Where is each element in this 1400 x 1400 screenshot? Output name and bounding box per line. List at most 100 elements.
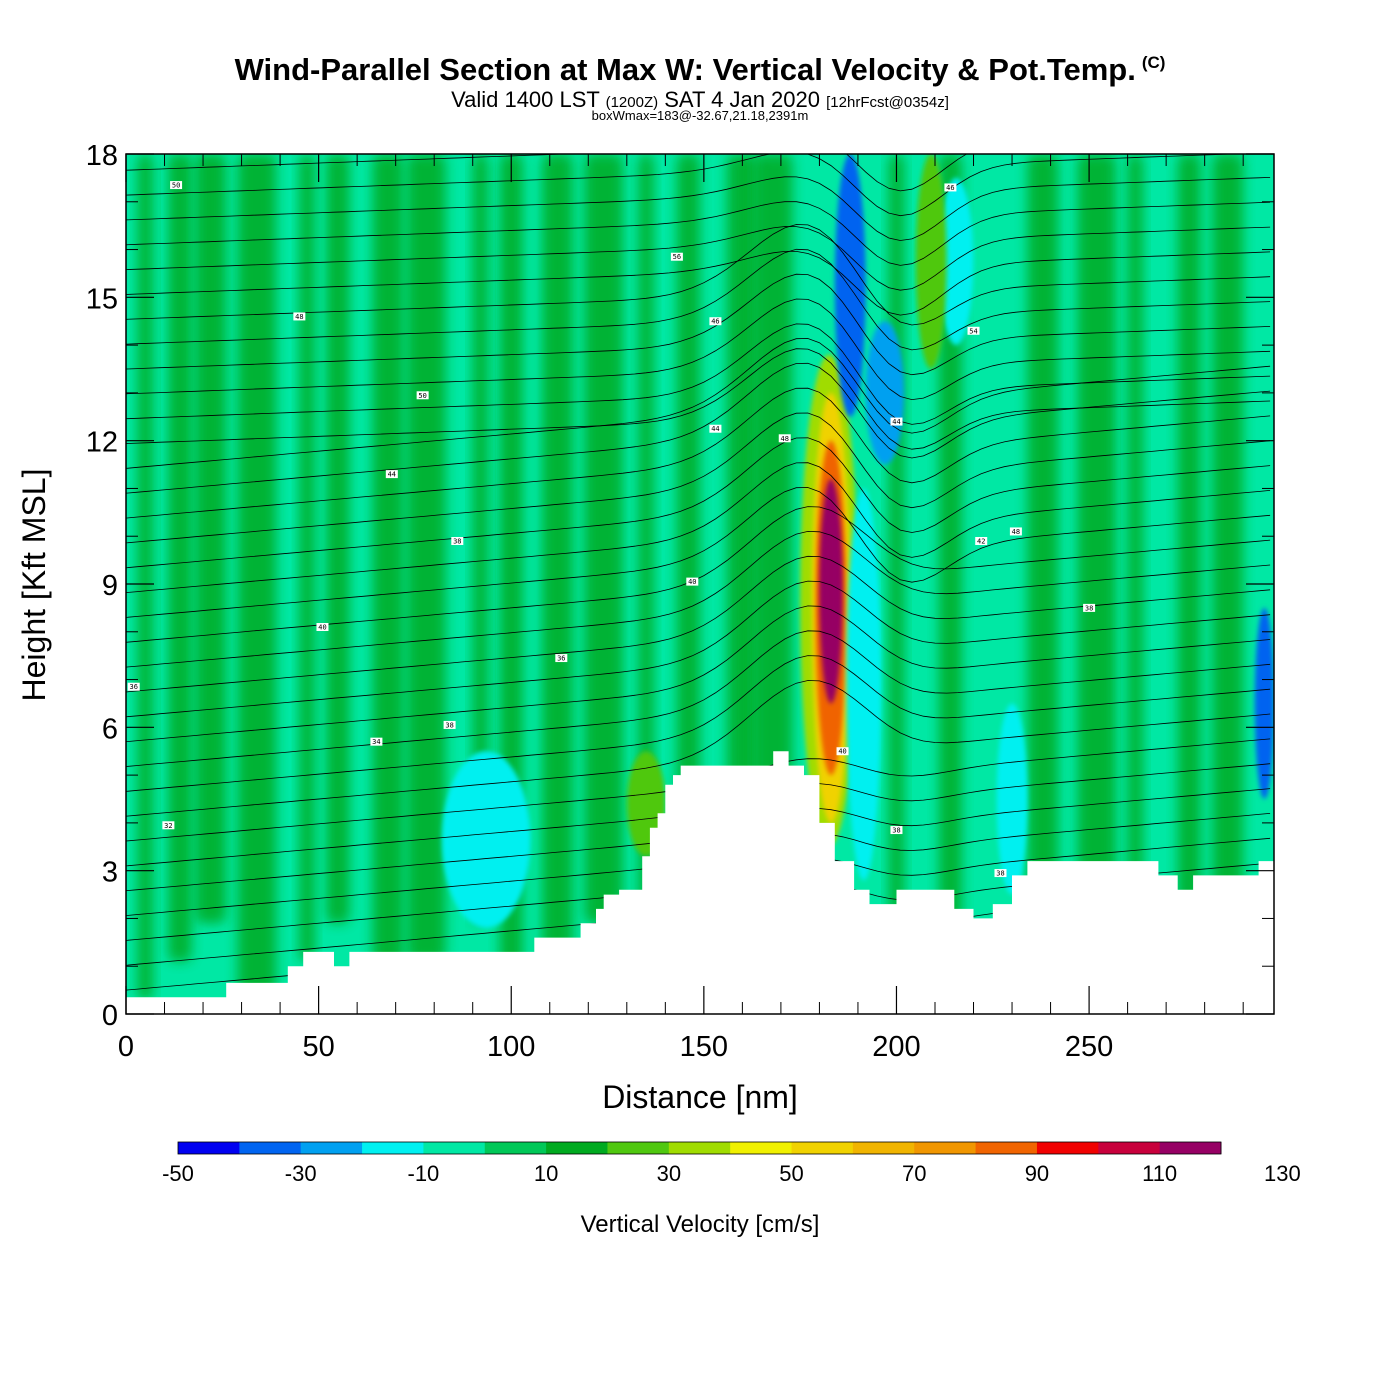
isentrope-line [126,154,1242,217]
x-tick-label: 250 [1065,1031,1113,1063]
isentrope-line [126,462,1271,593]
contour-label-box [370,737,383,746]
velocity-streak [407,154,446,962]
contour-label-box [994,869,1007,878]
contour-label: 38 [994,869,1007,878]
contour-label-text: 44 [711,425,719,433]
contour-label-text: 44 [892,418,900,426]
contour-label-box [170,181,183,190]
valid-lst: Valid 1400 LST [451,87,600,112]
isentrope-line [126,655,1271,792]
contour-label: 56 [670,252,683,261]
vertical-velocity-cells [441,154,1274,928]
downdraft-cell [996,703,1028,895]
contour-label-box [670,252,683,261]
contour-label-text: 34 [372,738,380,746]
y-tick-label: 15 [86,283,118,315]
downdraft-cell [834,154,866,417]
y-tick-label: 3 [102,857,118,889]
contour-label-text: 38 [996,870,1004,878]
colorbar-swatch [914,1142,977,1154]
downdraft-cell [441,751,531,928]
velocity-streak [326,154,350,924]
contour-label-text: 38 [445,721,453,729]
colorbar-swatch [178,1142,240,1154]
contour-label-box [890,826,903,835]
contour-label: 44 [890,417,903,426]
contour-label: 54 [967,326,980,335]
y-tick-label: 0 [102,1000,118,1032]
x-tick-label: 100 [487,1031,535,1063]
contour-label-text: 36 [557,655,565,663]
velocity-streak [1127,154,1144,924]
contour-label-text: 56 [673,253,681,261]
velocity-streak [1177,154,1201,1000]
isentrope-line [126,412,1271,544]
velocity-streak [1077,154,1117,962]
y-axis-title: Height [Kft MSL] [16,469,52,702]
isentrope-line [126,680,1271,817]
colorbar-swatch [484,1142,547,1154]
contour-label-text: 40 [318,624,326,632]
colorbar-tick-label: -30 [285,1161,317,1186]
colorbar-swatch [300,1142,363,1154]
contour-label-text: 40 [688,578,696,586]
velocity-streak [938,154,962,924]
colorbar-tick-label: 110 [1142,1161,1177,1186]
plot-area: 50 48 56 46 50 44 48 44 38 40 40 36 36 38 34 40 32 38 38 46… [126,154,1274,1014]
updraft-cell [823,507,839,656]
colorbar-swatch [546,1142,608,1154]
downdraft-cell [938,177,974,346]
colorbar-swatch [1098,1142,1161,1154]
contour-label-text: 48 [295,313,303,321]
colorbar-swatch [975,1142,1038,1154]
contour-label-box [316,623,329,631]
contour-label: 46 [944,183,957,192]
isentrope-line [126,226,1271,291]
contour-label-text: 38 [892,827,900,835]
velocity-streak [1027,154,1059,1000]
velocity-streak [584,154,623,924]
contour-label: 44 [385,470,398,479]
contour-label: 38 [890,826,903,835]
colorbar-tick-label: 70 [902,1161,926,1186]
isentrope-line [126,555,1271,693]
contour-label: 38 [1083,603,1096,612]
contour-label-text: 48 [781,435,789,443]
colorbar-title: Vertical Velocity [cm/s] [581,1211,820,1238]
contour-label: 46 [709,317,722,326]
contour-label: 50 [170,181,183,190]
colorbar-swatch [423,1142,486,1154]
contour-label-text: 36 [129,683,137,691]
contour-label: 36 [127,682,140,691]
contour-label-box [709,424,722,433]
x-axis-title: Distance [nm] [602,1079,798,1115]
contour-label: 38 [451,537,464,546]
contour-label-text: 32 [164,822,172,830]
y-tick-label: 9 [102,570,118,602]
isentrope-line [126,530,1271,668]
terrain-mask [126,751,1274,1014]
isentrope-line [126,630,1271,767]
isentrope-line [126,487,1271,618]
contour-label: 48 [1009,527,1022,536]
chart-title: Wind-Parallel Section at Max W: Vertical… [0,52,1400,88]
colorbar-tick-label: -10 [408,1161,440,1186]
contour-label-text: 54 [969,327,977,335]
contour-label: 44 [709,424,722,433]
colorbar: -50 -30 -10 10 30 50 70 90 110 130 [162,1141,1301,1186]
x-tick-label: 0 [118,1031,134,1063]
contour-label-text: 46 [946,184,954,192]
colorbar-swatch [852,1142,915,1154]
isentrope-line [126,348,1271,450]
isentrope-line [126,298,1271,401]
chart-title-text: Wind-Parallel Section at Max W: Vertical… [234,52,1136,87]
velocity-streak [372,154,404,1000]
colorbar-swatch [668,1142,731,1154]
isentrope-line [126,154,968,192]
contour-label: 40 [686,577,699,586]
colorbar-swatch [239,1142,302,1154]
downdraft-cell [1254,607,1274,799]
updraft-cell [915,154,947,369]
contour-label-text: 44 [388,471,396,479]
